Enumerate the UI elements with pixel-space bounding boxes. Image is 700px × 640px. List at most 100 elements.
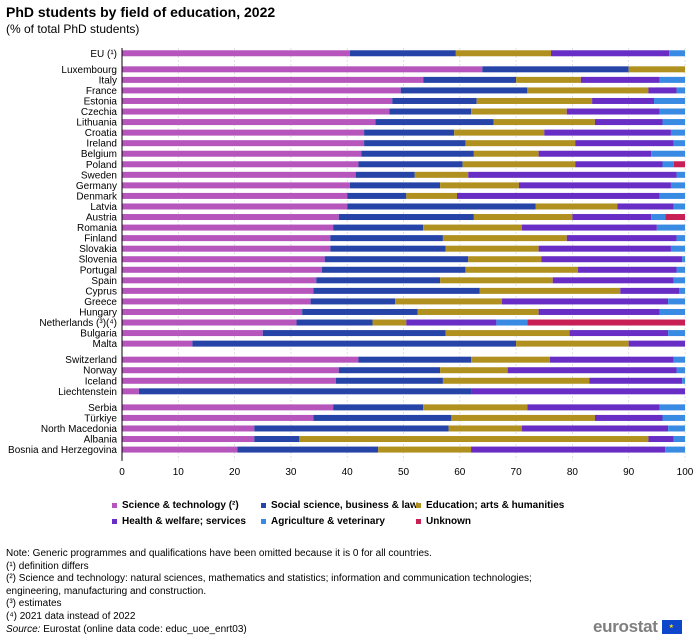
bar-segment <box>414 171 469 178</box>
bar-segment <box>445 245 539 252</box>
bar-segment <box>516 340 629 347</box>
category-label: Slovakia <box>79 244 117 255</box>
bar-segment <box>417 308 539 315</box>
bar-segment <box>122 266 322 273</box>
bar-segment <box>673 203 685 210</box>
note-estimates: (³) estimates <box>6 598 62 610</box>
category-label: Poland <box>86 160 117 171</box>
bar-segment <box>578 266 677 273</box>
bar-segment <box>468 256 542 263</box>
bar-segment <box>355 171 415 178</box>
stacked-bar-chart: EU (¹) LuxembourgItalyFranceEstoniaCzechi… <box>8 48 694 527</box>
bar-segment <box>682 256 685 263</box>
bar-segment <box>350 50 456 57</box>
bar-segment <box>122 235 331 242</box>
note-2021: (⁴) 2021 data instead of 2022 <box>6 610 136 622</box>
legend-item: Unknown <box>416 516 471 527</box>
bar-segment <box>479 287 621 294</box>
bar-segment <box>333 404 424 411</box>
bar-segment <box>496 319 528 326</box>
bar-segment <box>617 203 674 210</box>
bar-segment <box>406 319 497 326</box>
bar-segment <box>471 388 685 395</box>
bar-segment <box>455 50 552 57</box>
bar-segment <box>254 425 449 432</box>
bar-segment <box>676 235 685 242</box>
bar-segment <box>668 298 685 305</box>
bar-segment <box>648 87 677 94</box>
bar-segment <box>392 97 477 104</box>
bar-segment <box>535 203 618 210</box>
bar-segment <box>670 182 685 189</box>
category-label: Czechia <box>81 107 118 118</box>
bar-segment <box>551 50 670 57</box>
bar-segment <box>516 76 581 83</box>
bar-segment <box>594 119 663 126</box>
category-label: Türkiye <box>84 413 117 424</box>
x-tick-label: 50 <box>398 467 410 478</box>
bar-segment <box>364 140 466 147</box>
bar-segment <box>192 340 517 347</box>
legend-label: Science & technology (²) <box>122 500 239 511</box>
bar-segment <box>122 214 339 221</box>
category-label: Bulgaria <box>80 329 117 340</box>
bar-segment <box>440 277 553 284</box>
bar-segment <box>654 97 685 104</box>
bar-segment <box>122 171 356 178</box>
bar-segment <box>330 235 443 242</box>
bar-segment <box>662 119 685 126</box>
legend-label: Health & welfare; services <box>122 516 246 527</box>
bar-segment <box>538 150 652 157</box>
category-label: Netherlands (³)(⁴) <box>39 318 117 329</box>
bar-segment <box>122 224 334 231</box>
legend-item: Health & welfare; services <box>112 516 246 527</box>
x-tick-label: 0 <box>119 467 125 478</box>
category-label: EU (¹) <box>90 49 117 60</box>
bar-segment <box>400 87 528 94</box>
bar-segment <box>572 214 652 221</box>
bar-segment <box>471 108 567 115</box>
category-label: Denmark <box>76 191 118 202</box>
bar-segment <box>122 161 359 168</box>
category-label: Albania <box>84 435 118 446</box>
bar-segment <box>679 287 685 294</box>
category-label: Bosnia and Herzegovina <box>8 445 117 456</box>
legend-swatch <box>112 503 117 508</box>
bar-segment <box>662 161 674 168</box>
category-label: Malta <box>93 339 118 350</box>
x-tick-label: 40 <box>342 467 354 478</box>
bar-segment <box>541 256 683 263</box>
bar-segment <box>302 308 418 315</box>
bar-segment <box>262 330 446 337</box>
bar-segment <box>122 377 336 384</box>
bar-segment <box>468 171 677 178</box>
eu-flag-icon: ★ <box>661 620 682 634</box>
bar-segment <box>668 425 685 432</box>
legend-item: Agriculture & veterinary <box>261 516 385 527</box>
bar-segment <box>676 266 685 273</box>
bar-segment <box>628 66 685 73</box>
bar-segment <box>138 388 472 395</box>
x-tick-label: 100 <box>677 467 694 478</box>
bar-segment <box>442 235 567 242</box>
bar-segment <box>575 140 674 147</box>
bar-segment <box>122 277 317 284</box>
bar-segment <box>575 161 663 168</box>
bar-segment <box>659 192 685 199</box>
category-label: Hungary <box>79 307 117 318</box>
bar-segment <box>423 404 528 411</box>
bar-segment <box>358 161 463 168</box>
bar-segment <box>669 50 685 57</box>
bar-segment <box>122 308 303 315</box>
note-science-2: engineering, manufacturing and construct… <box>6 585 207 597</box>
legend-swatch <box>112 519 117 524</box>
bar-segment <box>620 287 680 294</box>
bar-segment <box>673 161 685 168</box>
bar-segment <box>347 192 407 199</box>
x-tick-label: 10 <box>173 467 185 478</box>
bar-segment <box>676 87 685 94</box>
bar-segment <box>423 224 522 231</box>
bar-segment <box>122 140 365 147</box>
bar-segment <box>673 436 685 443</box>
legend-label: Education; arts & humanities <box>426 500 565 511</box>
